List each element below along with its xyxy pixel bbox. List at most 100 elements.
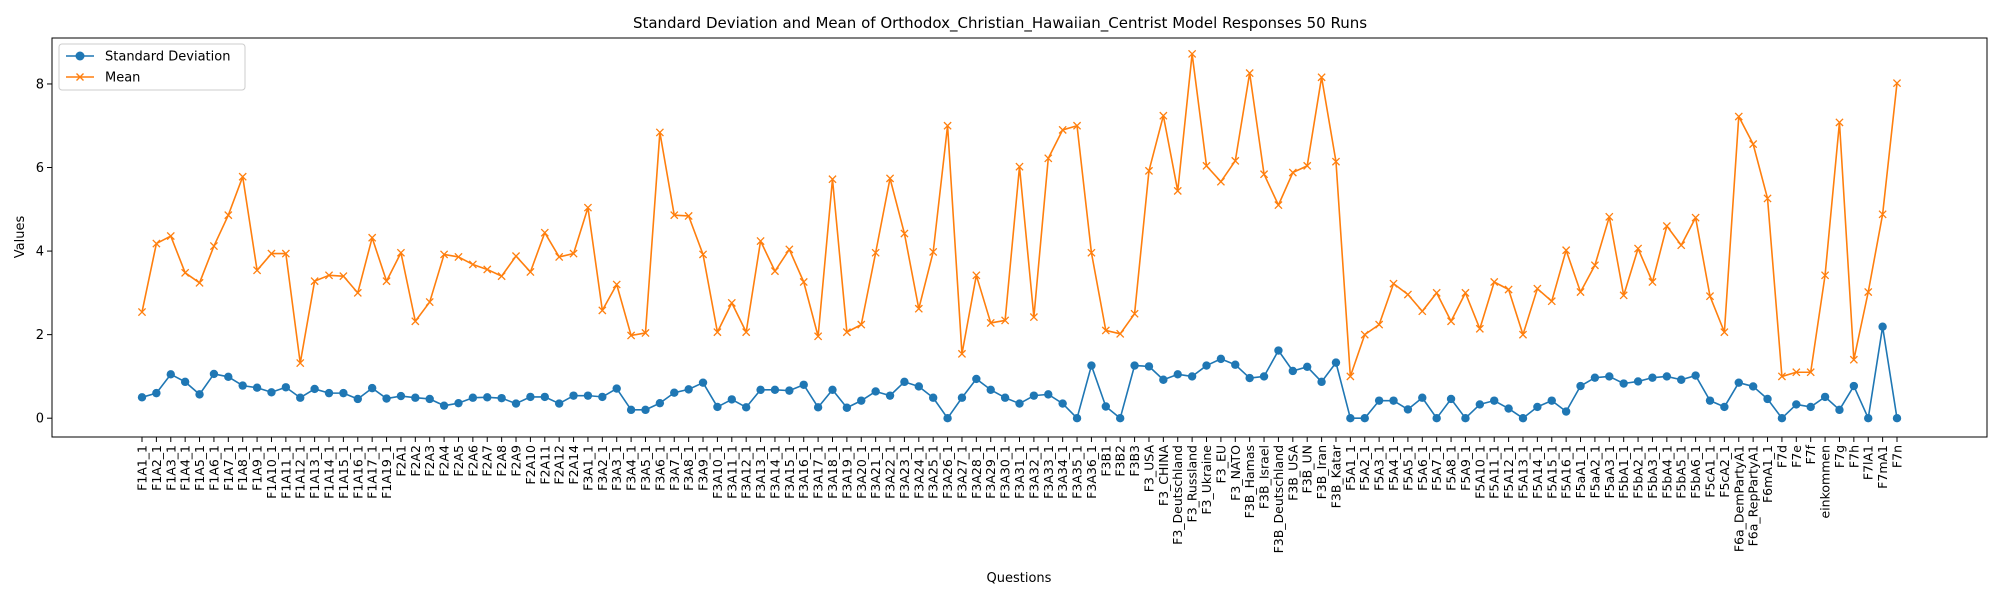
data-point-std	[1202, 361, 1211, 370]
data-point-std	[1259, 372, 1269, 381]
x-tick-label: F3A30_1	[998, 445, 1013, 499]
data-point-mean	[1547, 297, 1556, 306]
data-point-std	[1475, 400, 1485, 409]
data-point-mean	[497, 272, 506, 281]
x-tick-label: F1A14_1	[322, 445, 337, 499]
data-point-std	[353, 394, 362, 404]
x-axis-label: Questions	[987, 571, 1052, 586]
data-point-mean	[296, 358, 305, 368]
data-point-mean	[756, 236, 765, 246]
data-point-mean	[253, 266, 262, 275]
data-point-mean	[641, 328, 650, 338]
data-point-std	[943, 413, 952, 423]
data-point-std	[1648, 373, 1657, 382]
data-point-std	[1504, 404, 1513, 413]
x-tick-label: F1A12_1	[293, 445, 308, 499]
data-point-std	[1288, 366, 1298, 376]
data-point-std	[281, 383, 291, 392]
data-point-std	[382, 394, 391, 403]
data-point-mean	[224, 211, 233, 220]
data-point-mean	[1562, 246, 1571, 255]
data-point-mean	[181, 268, 190, 277]
data-point-mean	[814, 332, 823, 341]
data-point-mean	[1130, 309, 1139, 318]
x-tick-label: F3A7_1	[667, 445, 682, 491]
x-tick-label: F3A20_1	[854, 445, 869, 499]
x-tick-label: F3_Deutschland	[1170, 445, 1185, 545]
data-point-mean	[1101, 326, 1110, 335]
x-tick-label: F3B_Hamas	[1242, 445, 1257, 518]
data-point-std	[900, 377, 909, 387]
x-tick-label: F5A3_1	[1372, 445, 1387, 491]
data-point-mean	[1044, 154, 1053, 163]
y-tick-label: 4	[36, 245, 44, 260]
x-tick-label: F3B_UN	[1300, 445, 1315, 493]
data-point-mean	[857, 320, 866, 329]
data-point-mean	[1590, 261, 1599, 270]
data-point-mean	[1231, 156, 1240, 165]
data-point-mean	[152, 239, 161, 248]
data-point-mean	[914, 304, 923, 313]
y-tick-label: 6	[36, 161, 44, 176]
legend: Standard Deviation Mean	[58, 43, 246, 91]
data-point-std	[511, 399, 521, 408]
data-point-std	[425, 394, 434, 404]
data-point-std	[180, 377, 190, 387]
x-tick-label: F5A16_1	[1559, 445, 1574, 499]
data-point-std	[1418, 393, 1427, 402]
x-tick-label: F3_Ukraine	[1199, 445, 1214, 515]
data-point-std	[195, 390, 204, 399]
x-tick-label: F1A3_1	[163, 445, 178, 491]
x-tick-label: F5cA2_1	[1717, 445, 1732, 498]
data-point-std	[1144, 362, 1154, 371]
legend-label-mean: Mean	[105, 71, 140, 86]
data-point-std	[1619, 379, 1628, 388]
x-tick-label: F5bA5_1	[1674, 445, 1689, 499]
data-point-mean	[1878, 210, 1887, 219]
data-point-std	[1432, 413, 1441, 423]
data-point-std	[1360, 413, 1369, 423]
data-point-std	[1734, 378, 1743, 387]
plot-frame	[51, 37, 1988, 438]
data-point-std	[583, 391, 593, 400]
data-point-std	[957, 393, 967, 402]
x-tick-label: F2A7	[480, 445, 495, 477]
data-point-mean	[929, 247, 938, 256]
y-tick-label: 0	[36, 412, 44, 427]
data-point-mean	[1216, 177, 1225, 186]
x-tick-label: F1A4_1	[178, 445, 193, 491]
data-point-mean	[1749, 140, 1758, 149]
x-tick-label: F5A5_1	[1400, 445, 1415, 491]
x-tick-label: F5A10_1	[1472, 445, 1487, 499]
x-tick-label: F1A2_1	[149, 445, 164, 491]
data-point-mean	[1331, 157, 1341, 166]
data-point-std	[1605, 372, 1614, 381]
x-tick-label: F2A11	[537, 445, 552, 485]
x-tick-label: F2A9	[509, 445, 524, 477]
data-point-std	[1576, 381, 1585, 391]
data-point-std	[209, 369, 219, 379]
x-tick-label: F1A15_1	[336, 445, 351, 499]
data-point-mean	[411, 317, 420, 326]
x-tick-label: F5A6_1	[1415, 445, 1430, 491]
x-tick-label: F1A11_1	[278, 445, 293, 499]
data-point-std	[1547, 396, 1556, 405]
x-tick-label: F5aA1_1	[1573, 445, 1588, 499]
data-point-std	[1130, 361, 1139, 370]
data-point-mean	[1403, 290, 1412, 299]
data-point-std	[1403, 405, 1413, 414]
y-tick-label: 8	[36, 77, 44, 92]
data-point-mean	[1777, 372, 1786, 381]
data-point-mean	[1144, 166, 1154, 175]
data-point-mean	[1892, 79, 1902, 88]
data-point-mean	[1317, 73, 1326, 82]
x-tick-label: F7e	[1789, 445, 1804, 468]
x-tick-label: F7n	[1890, 445, 1905, 468]
data-point-std	[1000, 393, 1010, 402]
data-point-std	[770, 385, 780, 394]
x-tick-label: F3A29_1	[983, 445, 998, 499]
data-point-mean	[1734, 112, 1743, 121]
data-point-std	[1748, 382, 1758, 391]
data-point-std	[1231, 360, 1240, 369]
data-point-mean	[540, 228, 549, 237]
